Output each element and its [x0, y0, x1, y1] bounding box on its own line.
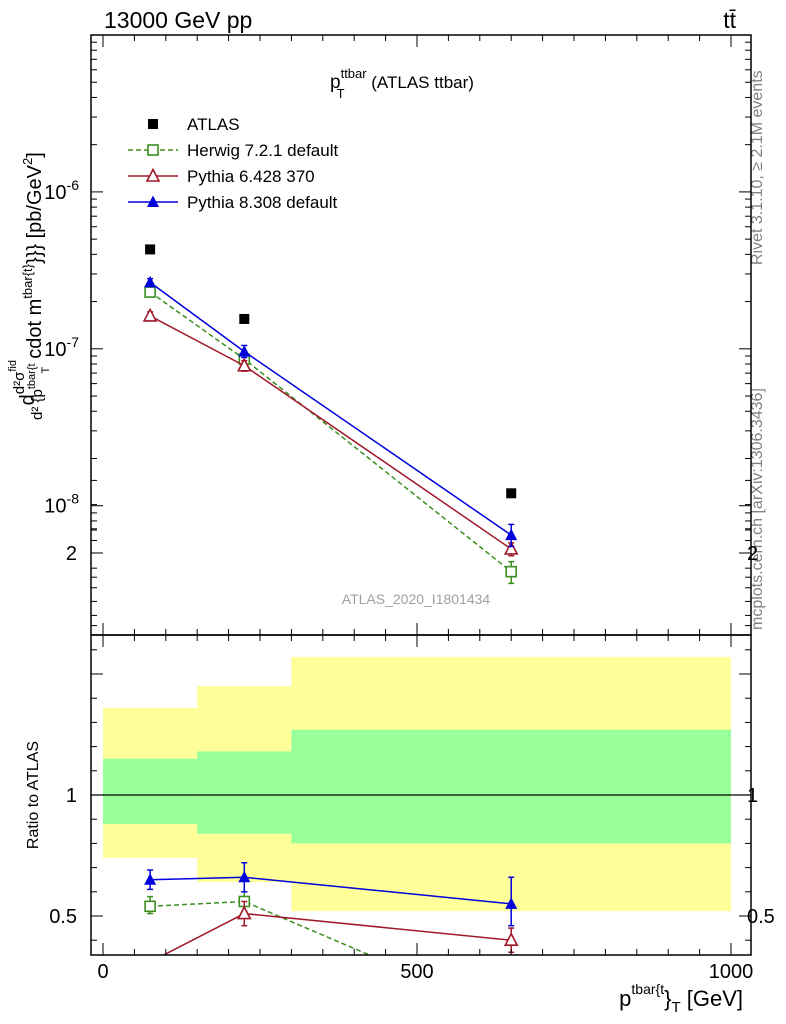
ratio-series-pythia-8-308-default	[144, 862, 518, 927]
xtick-label-1: 500	[400, 961, 433, 983]
ratio-pythia-8-308-default-point-0	[144, 873, 157, 885]
atlas-point-2	[506, 488, 517, 499]
series-herwig-7-2-1-default	[144, 286, 518, 585]
ratio-band-inner-2	[291, 729, 731, 844]
legend-item-atlas: ATLAS	[148, 115, 240, 134]
legend-marker-pythia-6-428-370	[145, 167, 161, 182]
ratio-ytick-label-left-0: 0.5	[49, 906, 77, 928]
legend-label-pythia-8-308-default: Pythia 8.308 default	[187, 193, 338, 212]
xtick-label-2: 1000	[709, 961, 754, 983]
ratio-ytick-label-right-1: 1	[747, 785, 758, 807]
main-ytick-label-0: 10-8	[44, 491, 79, 518]
mcplots-label: mcplots.cern.ch [arXiv:1306.3436]	[749, 388, 766, 630]
herwig-7-2-1-default-line	[149, 291, 512, 573]
legend-marker-atlas	[148, 119, 158, 129]
legend-label-herwig-7-2-1-default: Herwig 7.2.1 default	[187, 141, 338, 160]
ratio-ytick-label-left-1: 1	[66, 785, 77, 807]
herwig-7-2-1-default-point-2	[505, 565, 518, 578]
series-pythia-8-308-default	[144, 275, 518, 548]
pythia-6-428-370-line	[149, 315, 512, 550]
legend-label-pythia-6-428-370: Pythia 6.428 370	[187, 167, 315, 186]
pythia-6-428-370-point-2	[503, 540, 519, 555]
pythia-8-308-default-point-2	[505, 528, 518, 541]
herwig-7-2-1-default-point-0	[144, 286, 156, 298]
ratio-pythia-6-428-370-point-1	[236, 905, 252, 920]
legend-item-pythia-8-308-default: Pythia 8.308 default	[128, 193, 338, 212]
energy-label: 13000 GeV pp	[104, 7, 252, 33]
legend-marker-pythia-8-308-default	[147, 195, 159, 207]
main-ylabel: dd²σfidd² {ptbar{t Tcdot mtbar{t}}}} [pb/…	[7, 152, 52, 420]
main-ytick-label-2: 10-6	[44, 177, 79, 204]
ratio-pythia-6-428-370-point-2	[503, 931, 519, 947]
ratio-ytick-label-left-2: 2	[66, 543, 77, 565]
rivet-label: Rivet 3.1.10, ≥ 2.1M events	[749, 70, 766, 265]
series-atlas	[145, 244, 517, 499]
ratio-pythia-8-308-default-point-1	[238, 870, 251, 883]
pythia-6-428-370-point-1	[236, 357, 252, 372]
pythia-6-428-370-point-0	[142, 307, 158, 322]
legend-item-pythia-6-428-370: Pythia 6.428 370	[128, 167, 315, 186]
main-ytick-label-1: 10-7	[44, 334, 79, 361]
process-label: tt̄	[723, 7, 736, 33]
xtick-label-0: 0	[97, 961, 108, 983]
plot-title: pttbar T (ATLAS ttbar)	[330, 66, 474, 101]
ratio-series-pythia-6-428-370	[162, 900, 519, 955]
analysis-watermark: ATLAS_2020_I1801434	[342, 591, 491, 607]
atlas-point-0	[145, 244, 156, 255]
legend-label-atlas: ATLAS	[187, 115, 240, 134]
series-pythia-6-428-370	[142, 307, 519, 557]
atlas-point-1	[239, 313, 250, 324]
pythia-8-308-default-point-0	[144, 275, 157, 288]
ratio-band-inner-0	[103, 758, 198, 825]
pythia-8-308-default-point-1	[238, 345, 251, 357]
ratio-ytick-label-right-0: 0.5	[747, 906, 775, 928]
ratio-ylabel: Ratio to ATLAS	[25, 741, 42, 849]
ratio-herwig-7-2-1-default-point-0	[144, 900, 156, 913]
ratio-band-inner-1	[197, 751, 292, 834]
legend-item-herwig-7-2-1-default: Herwig 7.2.1 default	[128, 141, 338, 160]
legend-marker-herwig-7-2-1-default	[147, 144, 159, 156]
ratio-herwig-7-2-1-default-line	[150, 900, 372, 955]
pythia-8-308-default-line	[149, 281, 512, 536]
ratio-ytick-label-right-2: 2	[747, 543, 758, 565]
ratio-pythia-8-308-default-point-2	[505, 897, 518, 909]
xlabel: ptbar{t}T [GeV]	[619, 981, 743, 1016]
